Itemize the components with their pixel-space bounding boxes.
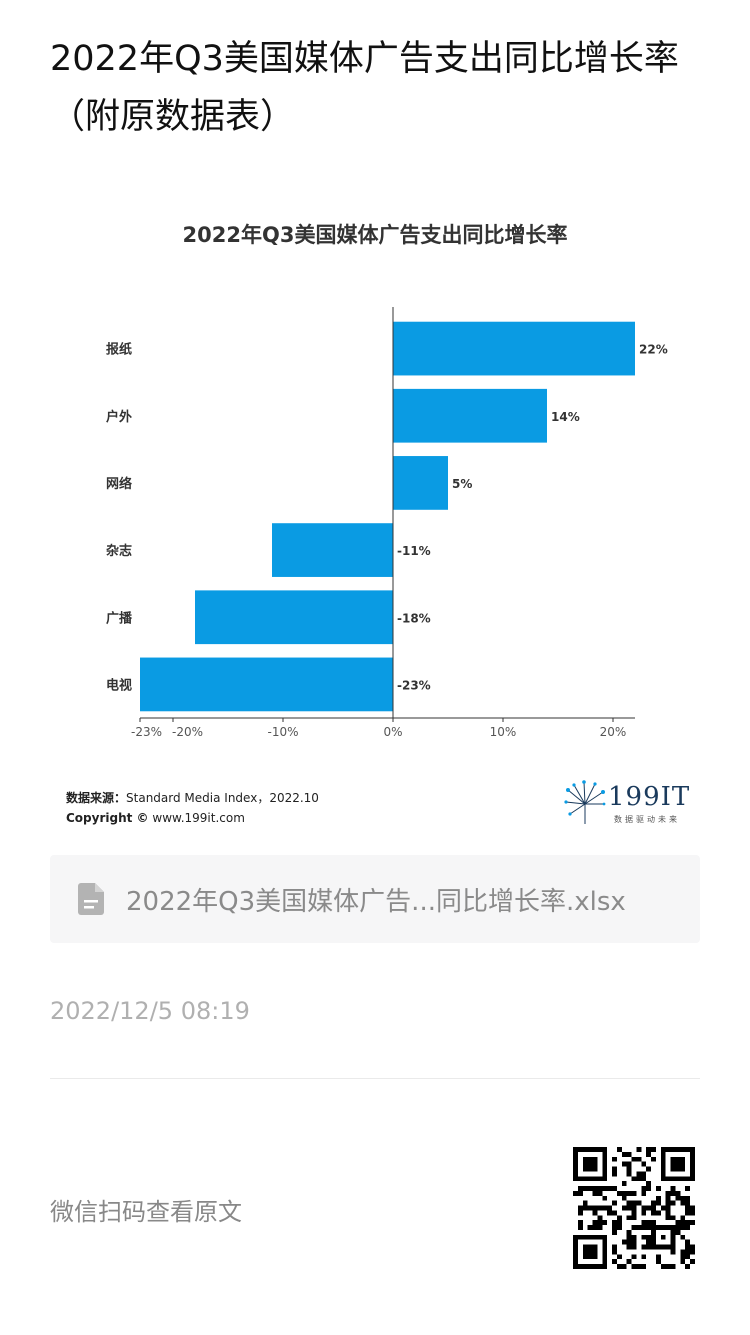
bar [393, 321, 635, 376]
brand-logo: 199IT 数据驱动未来 [562, 780, 692, 830]
attachment-file-card[interactable]: 2022年Q3美国媒体广告...同比增长率.xlsx [50, 855, 700, 943]
category-label: 广播 [106, 610, 133, 626]
chart-card: 2022年Q3美国媒体广告支出同比增长率 报纸 22% 户外 14% 网络 5% 杂志 -11… [50, 190, 700, 840]
bar [393, 456, 448, 510]
data-label: -23% [397, 678, 431, 692]
x-tick-label: -10% [267, 725, 298, 739]
x-tick-label: -20% [172, 725, 203, 739]
data-label: 5% [452, 477, 472, 491]
x-tick-label: -23% [131, 725, 162, 739]
bar [393, 388, 547, 443]
article-title: 2022年Q3美国媒体广告支出同比增长率（附原数据表） [50, 39, 679, 137]
category-label: 报纸 [106, 342, 132, 358]
divider [50, 1078, 700, 1079]
bar-chart: 2022年Q3美国媒体广告支出同比增长率 报纸 22% 户外 14% 网络 5% 杂志 -11… [106, 223, 668, 739]
data-label: -11% [397, 544, 431, 558]
source-block: 数据来源：Standard Media Index，2022.10 Copyri… [66, 788, 319, 828]
source-text: Standard Media Index，2022.10 [126, 791, 319, 805]
bar [140, 657, 393, 712]
data-label: -18% [397, 611, 431, 625]
chart-title: 2022年Q3美国媒体广告支出同比增长率 [183, 223, 568, 247]
category-label: 杂志 [106, 543, 132, 559]
bar [272, 523, 393, 577]
x-tick-label: 10% [490, 725, 517, 739]
logo-tagline: 数据驱动未来 [614, 815, 680, 824]
copyright-line: Copyright © www.199it.com [66, 808, 319, 828]
file-name: 2022年Q3美国媒体广告...同比增长率.xlsx [126, 886, 626, 917]
category-label: 电视 [106, 677, 132, 693]
copyright-text: www.199it.com [152, 811, 245, 825]
source-line: 数据来源：Standard Media Index，2022.10 [66, 788, 319, 808]
data-label: 22% [639, 343, 668, 357]
source-label: 数据来源： [66, 791, 127, 805]
publish-timestamp: 2022/12/5 08:19 [50, 997, 250, 1025]
copyright-label: Copyright © [66, 811, 149, 825]
qr-code-icon[interactable] [573, 1147, 695, 1269]
bar [195, 590, 393, 645]
qr-prompt-text: 微信扫码查看原文 [50, 1198, 242, 1226]
document-icon [78, 883, 104, 915]
x-tick-label: 20% [600, 725, 627, 739]
data-label: 14% [551, 410, 580, 424]
category-label: 网络 [106, 476, 132, 492]
category-label: 户外 [106, 409, 132, 425]
logo-name: 199IT [608, 782, 691, 812]
x-tick-label: 0% [383, 725, 402, 739]
dandelion-logo-icon [564, 780, 606, 824]
